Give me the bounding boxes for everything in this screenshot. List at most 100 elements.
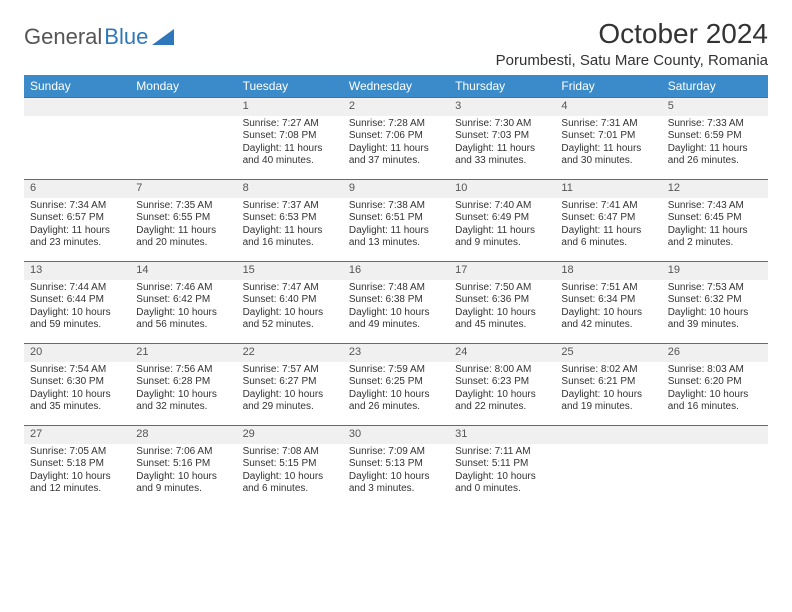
sunrise-text: Sunrise: 7:37 AM	[243, 200, 337, 213]
sunset-text: Sunset: 6:21 PM	[561, 376, 655, 389]
day-details: Sunrise: 7:50 AMSunset: 6:36 PMDaylight:…	[449, 280, 555, 336]
sunrise-text: Sunrise: 7:48 AM	[349, 282, 443, 295]
daylight-text: Daylight: 10 hours and 12 minutes.	[30, 471, 124, 496]
location-label: Porumbesti, Satu Mare County, Romania	[496, 52, 768, 69]
daylight-text: Daylight: 10 hours and 22 minutes.	[455, 389, 549, 414]
sunset-text: Sunset: 7:08 PM	[243, 130, 337, 143]
daylight-text: Daylight: 10 hours and 59 minutes.	[30, 307, 124, 332]
daylight-text: Daylight: 11 hours and 33 minutes.	[455, 143, 549, 168]
day-cell: 28Sunrise: 7:06 AMSunset: 5:16 PMDayligh…	[130, 425, 236, 507]
calendar-page: GeneralBlue October 2024 Porumbesti, Sat…	[0, 0, 792, 525]
day-details: Sunrise: 7:34 AMSunset: 6:57 PMDaylight:…	[24, 198, 130, 254]
empty-cell	[662, 425, 768, 507]
day-details: Sunrise: 7:46 AMSunset: 6:42 PMDaylight:…	[130, 280, 236, 336]
day-number: 29	[237, 426, 343, 444]
day-number: 31	[449, 426, 555, 444]
logo-text-1: General	[24, 24, 102, 50]
sunrise-text: Sunrise: 8:03 AM	[668, 364, 762, 377]
daylight-text: Daylight: 11 hours and 9 minutes.	[455, 225, 549, 250]
daylight-text: Daylight: 10 hours and 39 minutes.	[668, 307, 762, 332]
day-cell: 11Sunrise: 7:41 AMSunset: 6:47 PMDayligh…	[555, 179, 661, 261]
sunset-text: Sunset: 6:36 PM	[455, 294, 549, 307]
header: GeneralBlue October 2024 Porumbesti, Sat…	[24, 18, 768, 69]
sunrise-text: Sunrise: 7:44 AM	[30, 282, 124, 295]
sunset-text: Sunset: 5:15 PM	[243, 458, 337, 471]
sunset-text: Sunset: 6:53 PM	[243, 212, 337, 225]
sunset-text: Sunset: 5:13 PM	[349, 458, 443, 471]
day-details: Sunrise: 7:09 AMSunset: 5:13 PMDaylight:…	[343, 444, 449, 500]
logo-triangle-icon	[152, 29, 174, 45]
sunset-text: Sunset: 6:42 PM	[136, 294, 230, 307]
daylight-text: Daylight: 11 hours and 23 minutes.	[30, 225, 124, 250]
weekday-label: Saturday	[662, 75, 768, 97]
day-details: Sunrise: 7:06 AMSunset: 5:16 PMDaylight:…	[130, 444, 236, 500]
day-cell: 5Sunrise: 7:33 AMSunset: 6:59 PMDaylight…	[662, 97, 768, 179]
sunset-text: Sunset: 6:34 PM	[561, 294, 655, 307]
day-cell: 6Sunrise: 7:34 AMSunset: 6:57 PMDaylight…	[24, 179, 130, 261]
day-details: Sunrise: 7:48 AMSunset: 6:38 PMDaylight:…	[343, 280, 449, 336]
day-number: 18	[555, 262, 661, 280]
day-number: 23	[343, 344, 449, 362]
day-cell: 15Sunrise: 7:47 AMSunset: 6:40 PMDayligh…	[237, 261, 343, 343]
day-number: 7	[130, 180, 236, 198]
empty-cell	[555, 425, 661, 507]
day-cell: 27Sunrise: 7:05 AMSunset: 5:18 PMDayligh…	[24, 425, 130, 507]
day-number: 1	[237, 98, 343, 116]
daylight-text: Daylight: 10 hours and 19 minutes.	[561, 389, 655, 414]
day-details: Sunrise: 8:02 AMSunset: 6:21 PMDaylight:…	[555, 362, 661, 418]
daylight-text: Daylight: 10 hours and 3 minutes.	[349, 471, 443, 496]
empty-cell	[130, 97, 236, 179]
daylight-text: Daylight: 11 hours and 30 minutes.	[561, 143, 655, 168]
sunset-text: Sunset: 5:16 PM	[136, 458, 230, 471]
day-number: 22	[237, 344, 343, 362]
sunrise-text: Sunrise: 7:06 AM	[136, 446, 230, 459]
weekday-header: Sunday Monday Tuesday Wednesday Thursday…	[24, 75, 768, 97]
sunrise-text: Sunrise: 7:09 AM	[349, 446, 443, 459]
day-cell: 23Sunrise: 7:59 AMSunset: 6:25 PMDayligh…	[343, 343, 449, 425]
day-details: Sunrise: 7:38 AMSunset: 6:51 PMDaylight:…	[343, 198, 449, 254]
day-number: 5	[662, 98, 768, 116]
day-number: 15	[237, 262, 343, 280]
sunset-text: Sunset: 6:20 PM	[668, 376, 762, 389]
day-number: 19	[662, 262, 768, 280]
day-details: Sunrise: 7:59 AMSunset: 6:25 PMDaylight:…	[343, 362, 449, 418]
day-cell: 4Sunrise: 7:31 AMSunset: 7:01 PMDaylight…	[555, 97, 661, 179]
weekday-label: Monday	[130, 75, 236, 97]
day-details: Sunrise: 7:05 AMSunset: 5:18 PMDaylight:…	[24, 444, 130, 500]
day-number: 9	[343, 180, 449, 198]
day-details: Sunrise: 7:33 AMSunset: 6:59 PMDaylight:…	[662, 116, 768, 172]
daylight-text: Daylight: 10 hours and 56 minutes.	[136, 307, 230, 332]
day-cell: 25Sunrise: 8:02 AMSunset: 6:21 PMDayligh…	[555, 343, 661, 425]
month-title: October 2024	[496, 18, 768, 50]
day-details: Sunrise: 7:51 AMSunset: 6:34 PMDaylight:…	[555, 280, 661, 336]
day-details: Sunrise: 7:27 AMSunset: 7:08 PMDaylight:…	[237, 116, 343, 172]
day-number: 17	[449, 262, 555, 280]
sunset-text: Sunset: 6:47 PM	[561, 212, 655, 225]
logo-text-2: Blue	[104, 24, 148, 50]
day-details: Sunrise: 7:28 AMSunset: 7:06 PMDaylight:…	[343, 116, 449, 172]
sunset-text: Sunset: 7:01 PM	[561, 130, 655, 143]
day-details: Sunrise: 7:31 AMSunset: 7:01 PMDaylight:…	[555, 116, 661, 172]
day-number: 10	[449, 180, 555, 198]
sunset-text: Sunset: 6:51 PM	[349, 212, 443, 225]
day-cell: 3Sunrise: 7:30 AMSunset: 7:03 PMDaylight…	[449, 97, 555, 179]
daylight-text: Daylight: 11 hours and 40 minutes.	[243, 143, 337, 168]
daylight-text: Daylight: 10 hours and 35 minutes.	[30, 389, 124, 414]
daylight-text: Daylight: 10 hours and 52 minutes.	[243, 307, 337, 332]
sunrise-text: Sunrise: 7:33 AM	[668, 118, 762, 131]
day-cell: 17Sunrise: 7:50 AMSunset: 6:36 PMDayligh…	[449, 261, 555, 343]
day-cell: 1Sunrise: 7:27 AMSunset: 7:08 PMDaylight…	[237, 97, 343, 179]
sunrise-text: Sunrise: 7:53 AM	[668, 282, 762, 295]
sunset-text: Sunset: 6:49 PM	[455, 212, 549, 225]
sunrise-text: Sunrise: 8:00 AM	[455, 364, 549, 377]
day-cell: 18Sunrise: 7:51 AMSunset: 6:34 PMDayligh…	[555, 261, 661, 343]
day-details: Sunrise: 7:44 AMSunset: 6:44 PMDaylight:…	[24, 280, 130, 336]
sunset-text: Sunset: 6:28 PM	[136, 376, 230, 389]
day-details: Sunrise: 7:53 AMSunset: 6:32 PMDaylight:…	[662, 280, 768, 336]
sunset-text: Sunset: 6:32 PM	[668, 294, 762, 307]
day-cell: 10Sunrise: 7:40 AMSunset: 6:49 PMDayligh…	[449, 179, 555, 261]
sunset-text: Sunset: 6:59 PM	[668, 130, 762, 143]
sunrise-text: Sunrise: 7:30 AM	[455, 118, 549, 131]
sunrise-text: Sunrise: 7:38 AM	[349, 200, 443, 213]
day-cell: 24Sunrise: 8:00 AMSunset: 6:23 PMDayligh…	[449, 343, 555, 425]
